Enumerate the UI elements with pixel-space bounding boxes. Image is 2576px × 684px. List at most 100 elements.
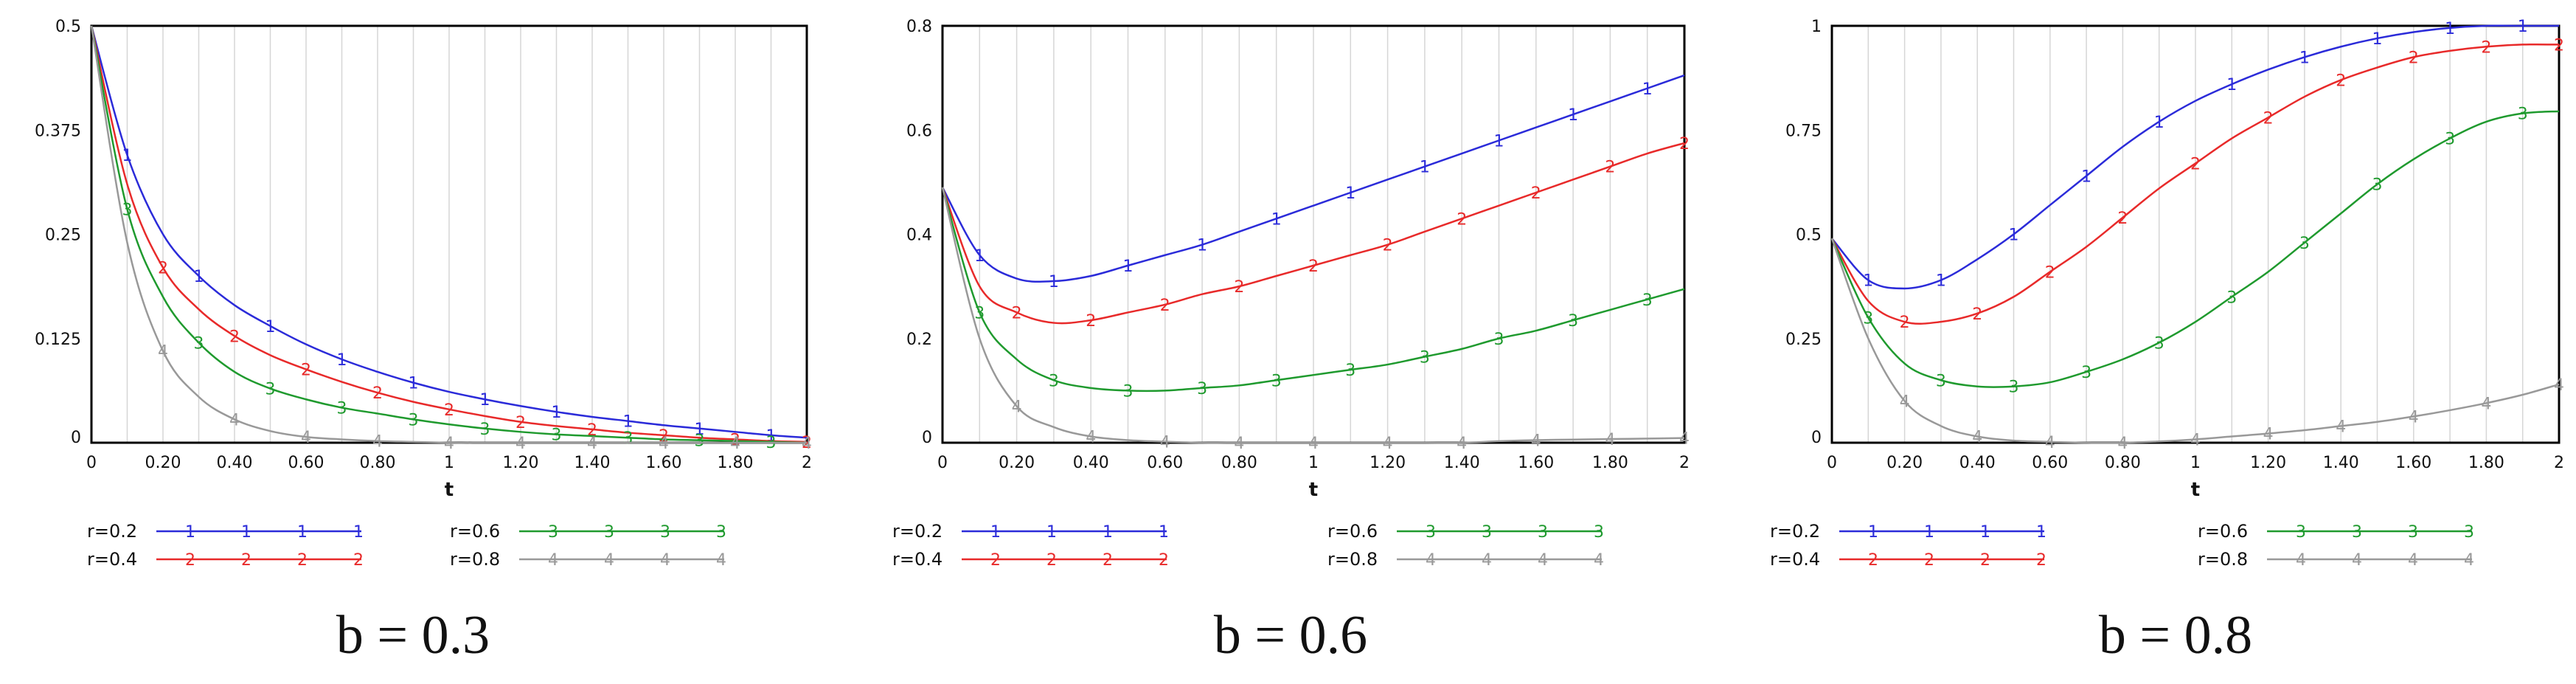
series-marker: 4 (2190, 431, 2201, 449)
series-marker: 4 (1531, 432, 1541, 450)
x-tick-label: 2 (2554, 454, 2564, 472)
legend-marker: 1 (1868, 523, 1878, 542)
series-marker: 1 (2299, 49, 2310, 67)
y-tick-label: 0 (1811, 429, 1822, 447)
legend-marker: 1 (1159, 523, 1169, 542)
series-marker: 1 (1863, 272, 1873, 291)
series-marker: 4 (2409, 408, 2419, 426)
x-tick-label: 1.80 (2468, 454, 2504, 472)
legend-marker: 2 (1046, 551, 1057, 570)
series-marker: 1 (1345, 184, 1355, 203)
series-marker: 3 (337, 400, 347, 418)
series-marker: 1 (1642, 80, 1653, 99)
series-marker: 2 (372, 384, 383, 403)
legend-marker: 2 (1103, 551, 1113, 570)
x-tick-label: 2 (1679, 454, 1690, 472)
x-tick-label: 1.40 (1444, 454, 1480, 472)
x-tick-label: 1.80 (1592, 454, 1628, 472)
series-marker: 3 (1863, 310, 1873, 328)
series-marker: 3 (194, 334, 204, 353)
series-marker: 2 (1679, 135, 1690, 153)
series-marker: 1 (2154, 114, 2164, 132)
series-marker: 3 (2226, 289, 2237, 307)
legend-marker: 2 (1868, 551, 1878, 570)
series-marker: 1 (122, 147, 133, 165)
series-marker: 4 (2263, 426, 2274, 444)
legend-marker: 1 (297, 523, 308, 542)
legend-marker: 4 (2464, 551, 2474, 570)
series-marker: 2 (1972, 305, 1982, 324)
legend-marker: 4 (716, 551, 726, 570)
series-marker: 3 (2081, 364, 2091, 382)
series-marker: 2 (1086, 312, 1096, 331)
y-tick-label: 0.6 (906, 122, 932, 140)
series-marker: 1 (623, 413, 633, 432)
x-tick-label: 0.20 (145, 454, 181, 472)
series-marker: 1 (2226, 76, 2237, 94)
series-marker: 4 (372, 433, 383, 452)
series-marker: 4 (1972, 429, 1982, 447)
series-marker: 4 (2554, 376, 2564, 395)
legend-label: r=0.6 (2198, 521, 2248, 542)
legend-label: r=0.2 (87, 521, 137, 542)
series-marker: 1 (2009, 227, 2019, 245)
x-tick-label: 1.60 (646, 454, 682, 472)
series-marker: 4 (229, 411, 240, 429)
legend-label: r=0.6 (450, 521, 500, 542)
series-marker: 3 (409, 411, 419, 429)
series-marker: 3 (265, 381, 276, 399)
series-marker: 2 (2045, 263, 2055, 282)
series-marker: 2 (444, 401, 454, 420)
legend-label: r=0.2 (892, 521, 942, 542)
legend-marker: 1 (990, 523, 1001, 542)
series-marker: 3 (1197, 380, 1207, 398)
x-tick-label: 1 (444, 454, 454, 472)
series-marker: 4 (2481, 395, 2491, 413)
x-tick-label: 0.40 (1959, 454, 1996, 472)
legend-marker: 4 (1426, 551, 1436, 570)
legend-label: r=0.6 (1327, 521, 1378, 542)
series-marker: 2 (2481, 38, 2491, 57)
panel-caption: b = 0.6 (1214, 605, 1367, 666)
series-marker: 3 (122, 201, 133, 220)
series-marker: 2 (2336, 72, 2346, 90)
legend-marker: 3 (1538, 523, 1548, 542)
x-axis-label: t (2191, 479, 2200, 501)
y-tick-label: 0 (922, 429, 932, 447)
series-line (90, 25, 808, 444)
series-marker: 2 (1308, 258, 1319, 276)
series-marker: 4 (2336, 418, 2346, 436)
x-tick-label: 0.20 (999, 454, 1035, 472)
series-marker: 4 (1012, 398, 1022, 417)
series-marker: 2 (515, 414, 526, 432)
legend-marker: 3 (660, 523, 670, 542)
series-marker: 1 (695, 421, 705, 439)
legend-marker: 3 (2352, 523, 2362, 542)
x-tick-label: 2 (802, 454, 812, 472)
series-marker: 3 (2372, 176, 2383, 195)
series-marker: 1 (409, 375, 419, 393)
x-tick-label: 0 (1827, 454, 1837, 472)
series-marker: 4 (444, 435, 454, 453)
series-line (941, 74, 1685, 283)
series-marker: 4 (2117, 435, 2128, 453)
series-marker: 1 (2518, 18, 2528, 36)
plot-frame (1830, 24, 2561, 444)
series-line (941, 187, 1685, 444)
legend-marker: 4 (1538, 551, 1548, 570)
series-marker: 2 (1900, 314, 1910, 332)
x-tick-label: 1.20 (503, 454, 539, 472)
series-marker: 3 (695, 432, 705, 451)
series-marker: 1 (2445, 20, 2455, 38)
y-tick-label: 0.5 (1796, 227, 1822, 245)
series-line (1830, 43, 2560, 325)
series-marker: 3 (974, 304, 985, 322)
legend-marker: 3 (1594, 523, 1604, 542)
legend-marker: 3 (1482, 523, 1492, 542)
x-axis-label: t (1309, 479, 1318, 501)
x-tick-label: 0.80 (360, 454, 396, 472)
series-marker: 2 (301, 362, 311, 380)
series-marker: 4 (1308, 435, 1319, 453)
series-marker: 2 (229, 328, 240, 346)
series-line (1831, 24, 2559, 290)
